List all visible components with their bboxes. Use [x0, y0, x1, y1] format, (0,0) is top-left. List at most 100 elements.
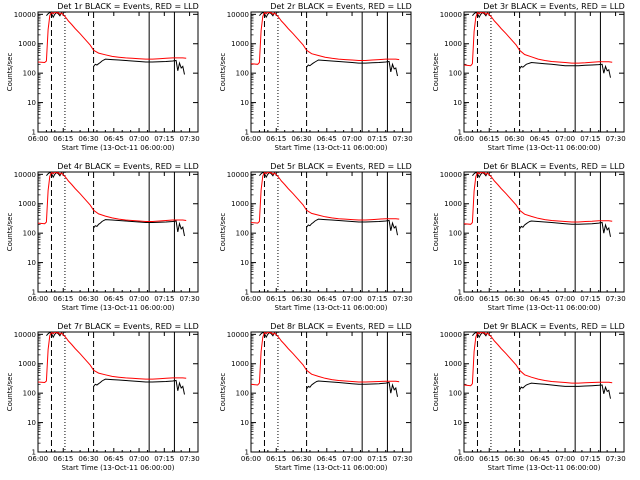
x-tick-label: 07:30 [179, 135, 199, 143]
x-tick-label: 07:30 [392, 455, 412, 463]
series-events [46, 332, 63, 339]
y-tick-label: 10000 [440, 171, 462, 179]
y-tick-label: 1 [458, 289, 462, 297]
x-tick-label: 06:00 [454, 295, 474, 303]
x-tick-label: 07:00 [555, 295, 575, 303]
series-events-low [519, 220, 611, 237]
series-events-low [93, 219, 185, 237]
x-tick-label: 06:00 [241, 455, 261, 463]
y-axis-label: Counts/sec [432, 53, 440, 92]
y-tick-label: 1000 [231, 40, 249, 48]
x-axis-label: Start Time (13-Oct-11 06:00:00) [62, 144, 175, 152]
series-lld [464, 12, 613, 67]
panel-title: Det 9r BLACK = Events, RED = LLD [483, 322, 625, 331]
y-tick-label: 1000 [444, 40, 462, 48]
y-tick-label: 10 [27, 99, 36, 107]
y-tick-label: 1000 [444, 200, 462, 208]
x-tick-label: 06:00 [454, 135, 474, 143]
x-tick-label: 06:15 [479, 135, 499, 143]
series-lld [251, 172, 400, 224]
x-tick-label: 06:00 [28, 295, 48, 303]
x-tick-label: 07:30 [605, 135, 625, 143]
y-tick-label: 10000 [14, 11, 36, 19]
y-axis-label: Counts/sec [219, 53, 227, 92]
y-tick-label: 10 [453, 99, 462, 107]
x-tick-label: 06:45 [104, 295, 124, 303]
y-tick-label: 100 [236, 70, 249, 78]
x-tick-label: 06:45 [530, 455, 550, 463]
panel-title: Det 6r BLACK = Events, RED = LLD [483, 162, 625, 171]
x-axis-label: Start Time (13-Oct-11 06:00:00) [62, 304, 175, 312]
series-lld [38, 12, 187, 64]
x-tick-label: 06:15 [53, 295, 73, 303]
y-tick-label: 100 [23, 230, 36, 238]
series-events-low [519, 61, 611, 78]
chart-panel-4: Det 4r BLACK = Events, RED = LLD 06:00 06:… [6, 162, 200, 312]
x-tick-label: 06:45 [104, 135, 124, 143]
x-axis-label: Start Time (13-Oct-11 06:00:00) [275, 144, 388, 152]
y-axis-label: Counts/sec [6, 213, 14, 252]
chart-panel-1: Det 1r BLACK = Events, RED = LLD 06:00 06:… [6, 2, 200, 152]
x-tick-label: 07:00 [129, 135, 149, 143]
series-lld [251, 332, 400, 386]
x-tick-label: 06:00 [241, 135, 261, 143]
x-tick-label: 07:15 [580, 135, 600, 143]
y-tick-label: 100 [236, 230, 249, 238]
series-events [472, 332, 489, 339]
x-tick-label: 06:15 [479, 455, 499, 463]
y-tick-label: 1000 [18, 360, 36, 368]
series-events-low [306, 59, 398, 77]
x-tick-label: 06:30 [78, 295, 98, 303]
x-tick-label: 06:15 [479, 295, 499, 303]
x-tick-label: 06:45 [317, 455, 337, 463]
x-tick-label: 06:15 [53, 135, 73, 143]
x-tick-label: 06:30 [291, 455, 311, 463]
y-tick-label: 100 [449, 390, 462, 398]
x-tick-label: 06:30 [78, 455, 98, 463]
chart-panel-3: Det 3r BLACK = Events, RED = LLD 06:00 06:… [432, 2, 626, 152]
chart-panel-2: Det 2r BLACK = Events, RED = LLD 06:00 06:… [219, 2, 413, 152]
x-axis-label: Start Time (13-Oct-11 06:00:00) [488, 304, 601, 312]
x-tick-label: 07:15 [154, 295, 174, 303]
y-axis-label: Counts/sec [6, 373, 14, 412]
series-lld [38, 332, 187, 384]
y-tick-label: 10000 [227, 11, 249, 19]
y-tick-label: 10 [453, 419, 462, 427]
x-tick-label: 07:15 [154, 455, 174, 463]
y-tick-label: 1 [32, 129, 36, 137]
x-tick-label: 07:00 [129, 295, 149, 303]
x-tick-label: 07:00 [342, 135, 362, 143]
series-lld [464, 332, 613, 387]
x-tick-label: 07:00 [129, 455, 149, 463]
x-tick-label: 06:45 [317, 135, 337, 143]
x-tick-label: 06:15 [266, 135, 286, 143]
y-tick-label: 1000 [444, 360, 462, 368]
x-axis-label: Start Time (13-Oct-11 06:00:00) [275, 304, 388, 312]
y-tick-label: 1 [458, 449, 462, 457]
x-tick-label: 07:15 [367, 455, 387, 463]
x-tick-label: 06:30 [504, 295, 524, 303]
chart-panel-5: Det 5r BLACK = Events, RED = LLD 06:00 06:… [219, 162, 413, 312]
x-tick-label: 07:00 [555, 455, 575, 463]
panel-title: Det 1r BLACK = Events, RED = LLD [57, 2, 199, 11]
panel-title: Det 3r BLACK = Events, RED = LLD [483, 2, 625, 11]
y-tick-label: 10000 [14, 331, 36, 339]
y-tick-label: 10 [453, 259, 462, 267]
x-tick-label: 06:15 [53, 455, 73, 463]
panel-title: Det 8r BLACK = Events, RED = LLD [270, 322, 412, 331]
x-tick-label: 06:45 [530, 135, 550, 143]
y-tick-label: 1 [245, 449, 249, 457]
y-tick-label: 1 [32, 449, 36, 457]
y-tick-label: 10000 [14, 171, 36, 179]
y-tick-label: 100 [23, 390, 36, 398]
series-lld [38, 172, 187, 225]
series-events [259, 12, 276, 19]
x-tick-label: 07:30 [179, 455, 199, 463]
x-tick-label: 06:15 [266, 295, 286, 303]
y-tick-label: 10 [27, 419, 36, 427]
y-tick-label: 100 [449, 230, 462, 238]
series-lld [251, 12, 400, 65]
panel-title: Det 7r BLACK = Events, RED = LLD [57, 322, 199, 331]
y-tick-label: 10 [240, 419, 249, 427]
